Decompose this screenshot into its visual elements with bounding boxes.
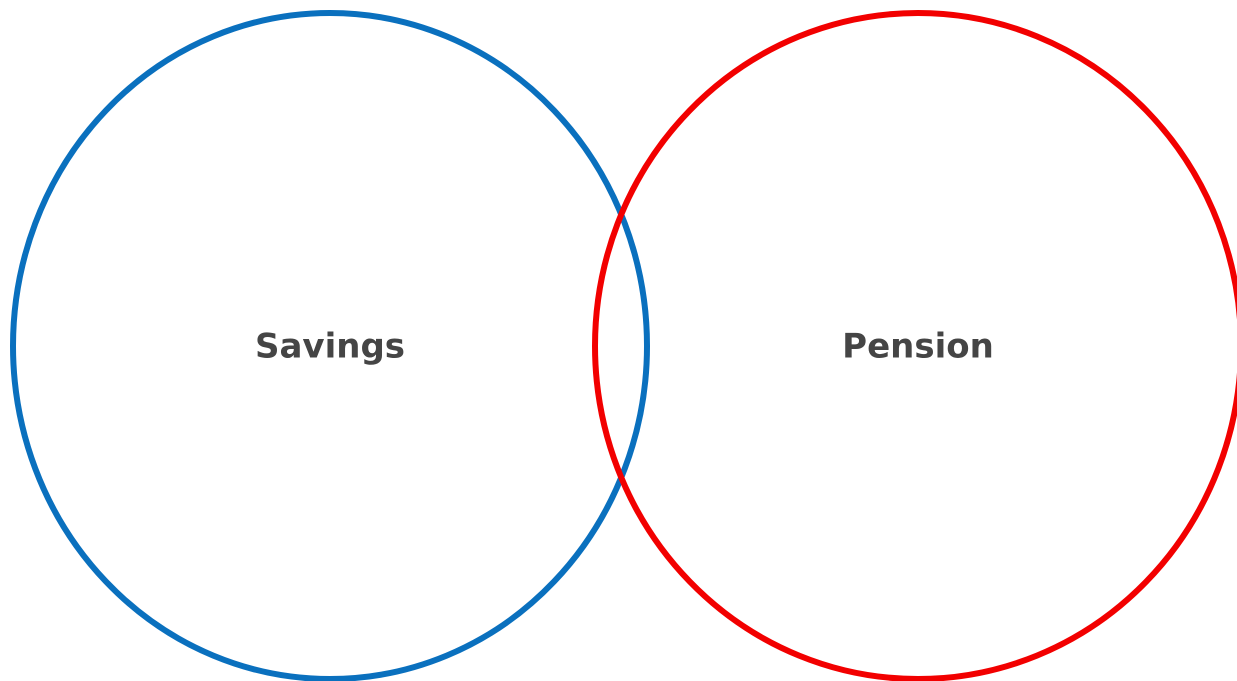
- pension-circle: [592, 10, 1237, 681]
- set-label: Pension: [842, 327, 994, 367]
- savings-circle: [10, 10, 650, 681]
- set-label: Savings: [255, 327, 405, 367]
